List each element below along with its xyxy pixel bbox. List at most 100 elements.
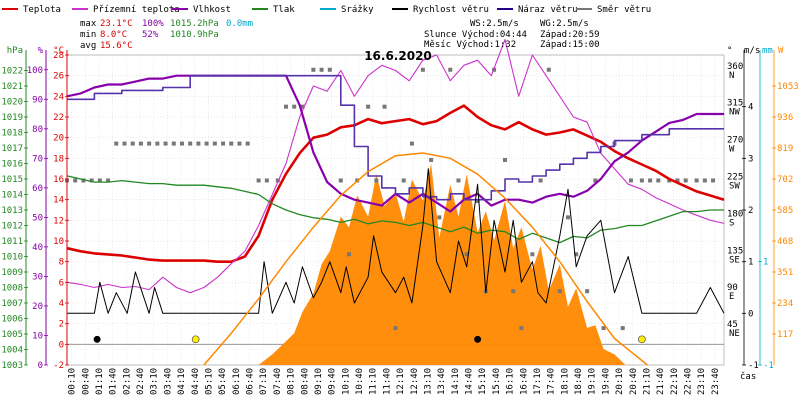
wind-direction-point bbox=[601, 326, 606, 331]
x-tick-label: 16:10 bbox=[506, 368, 516, 395]
axis-hpa-tick-label: 1008 bbox=[1, 284, 23, 294]
legend-label-tlak: Tlak bbox=[273, 5, 295, 15]
axis-pct-tick-label: 10 bbox=[32, 331, 43, 341]
wind-direction-point bbox=[319, 67, 324, 72]
x-tick-label: 18:40 bbox=[574, 368, 584, 395]
axis-hpa-tick-label: 1006 bbox=[1, 315, 23, 325]
x-tick-label: 10:40 bbox=[355, 368, 365, 395]
series-slunecni-zareni bbox=[203, 152, 648, 366]
axis-temp-tick-label: 4 bbox=[59, 299, 64, 309]
wind-direction-point bbox=[456, 178, 461, 183]
wind-direction-point bbox=[393, 326, 398, 331]
axis-hpa-tick-label: 1021 bbox=[1, 82, 23, 92]
stats-max-hum: 100% bbox=[142, 19, 164, 29]
axis-temp-tick-label: 22 bbox=[53, 113, 64, 123]
x-tick-label: 09:10 bbox=[314, 368, 324, 395]
axis-wm2-tick-label: 702 bbox=[777, 175, 793, 185]
x-tick-label: 01:10 bbox=[95, 368, 105, 395]
series-rychlost-vetru bbox=[67, 168, 725, 314]
x-tick-label: 21:40 bbox=[656, 368, 666, 395]
wind-direction-point bbox=[437, 215, 442, 220]
wind-direction-point bbox=[366, 104, 371, 109]
axis-dir-compass-label: E bbox=[729, 292, 734, 302]
axis-wm2-tick-label: 936 bbox=[777, 113, 793, 123]
x-tick-label: 14:40 bbox=[465, 368, 475, 395]
x-tick-label: 11:40 bbox=[382, 368, 392, 395]
legend-label-srazky: Srážky bbox=[341, 5, 374, 15]
axis-hpa-tick-label: 1022 bbox=[1, 67, 23, 77]
legend-label-rychlost-vetru: Rychlost větru bbox=[413, 5, 489, 15]
wind-direction-point bbox=[519, 326, 524, 331]
axis-dir-unit: ° bbox=[727, 46, 732, 56]
legend-label-vlhkost: Vlhkost bbox=[193, 5, 231, 15]
axis-dir-tick-label: 360 bbox=[727, 62, 743, 72]
x-tick-label: 18:10 bbox=[560, 368, 570, 395]
radiation-area-layer bbox=[258, 163, 626, 365]
stats-max-rain: 0.0mm bbox=[226, 19, 253, 29]
axis-ms-unit: m/s bbox=[744, 46, 760, 56]
x-tick-label: 16:40 bbox=[519, 368, 529, 395]
stats-avg-temp: 15.6°C bbox=[100, 41, 133, 51]
axis-temp-tick-label: 6 bbox=[59, 278, 64, 288]
axis-dir-tick-label: 135 bbox=[727, 246, 743, 256]
axis-temp-tick-label: 0 bbox=[59, 340, 64, 350]
x-tick-label: 05:40 bbox=[218, 368, 228, 395]
x-tick-label: 14:10 bbox=[451, 368, 461, 395]
wind-direction-point bbox=[382, 104, 387, 109]
x-tick-label: 08:40 bbox=[300, 368, 310, 395]
axis-temp-tick-label: 26 bbox=[53, 72, 64, 82]
wind-direction-point bbox=[188, 141, 193, 146]
axis-wm2-tick-label: 117 bbox=[777, 330, 793, 340]
axis-ms-tick-label: 0 bbox=[748, 309, 753, 319]
axis-hpa-tick-label: 1015 bbox=[1, 175, 23, 185]
axis-hpa-tick-label: 1005 bbox=[1, 330, 23, 340]
series-teplota bbox=[66, 104, 725, 263]
axis-dir-tick-label: 180 bbox=[727, 209, 743, 219]
axis-hpa-tick-label: 1007 bbox=[1, 299, 23, 309]
x-tick-label: 17:10 bbox=[533, 368, 543, 395]
x-tick-label: 22:10 bbox=[670, 368, 680, 395]
stats-panel: max 23.1°C 100% 1015.2hPa 0.0mm min 8.0°… bbox=[80, 19, 600, 51]
axis-temp-tick-label: -2 bbox=[53, 361, 64, 371]
wind-direction-point bbox=[464, 252, 469, 257]
wind-direction-point bbox=[448, 67, 453, 72]
x-tick-label: 20:10 bbox=[615, 368, 625, 395]
stats-min-hum: 52% bbox=[142, 30, 159, 40]
wind-direction-point bbox=[275, 178, 280, 183]
wind-direction-point bbox=[530, 252, 535, 257]
x-tick-label: 01:40 bbox=[109, 368, 119, 395]
axis-hpa-tick-label: 1003 bbox=[1, 361, 23, 371]
x-tick-label: 00:40 bbox=[81, 368, 91, 395]
axis-wm2-tick-label: 819 bbox=[777, 144, 793, 154]
axis-dir-compass-label: W bbox=[729, 145, 735, 155]
axis-temp-tick-label: 28 bbox=[53, 51, 64, 61]
x-tick-label: 12:10 bbox=[396, 368, 406, 395]
axis-dir-tick-label: 45 bbox=[727, 320, 738, 330]
axis-hpa-unit: hPa bbox=[7, 46, 23, 56]
wind-direction-point bbox=[122, 141, 127, 146]
wind-direction-point bbox=[346, 252, 351, 257]
axis-hpa-tick-label: 1020 bbox=[1, 98, 23, 108]
stats-max-label: max bbox=[80, 19, 97, 29]
axis-dir-compass-label: NW bbox=[729, 108, 740, 118]
x-tick-label: 04:40 bbox=[191, 368, 201, 395]
info-wg: WG:2.5m/s bbox=[540, 19, 589, 29]
wind-direction-point bbox=[204, 141, 209, 146]
wind-direction-point bbox=[675, 178, 680, 183]
axis-ms-tick-label: 2 bbox=[748, 206, 753, 216]
stats-max-temp: 23.1°C bbox=[100, 19, 133, 29]
axis-ms-tick-label: 1 bbox=[748, 258, 753, 268]
wind-direction-point bbox=[163, 141, 168, 146]
series-tlak bbox=[66, 175, 724, 244]
x-tick-label: 03:10 bbox=[150, 368, 160, 395]
axis-pct-tick-label: 70 bbox=[32, 154, 43, 164]
axis-wm2-tick-label: 585 bbox=[777, 206, 793, 216]
axis-pct-tick-label: 40 bbox=[32, 243, 43, 253]
axis-mm-tick-label: 1 bbox=[763, 258, 768, 268]
axis-pct-unit: % bbox=[38, 46, 44, 56]
wind-direction-point bbox=[138, 141, 143, 146]
axis-temp-tick-label: 16 bbox=[53, 175, 64, 185]
legend-label-smer-vetru: Směr větru bbox=[597, 5, 651, 15]
axis-dir-compass-label: N bbox=[729, 71, 734, 81]
stats-min-label: min bbox=[80, 30, 96, 40]
